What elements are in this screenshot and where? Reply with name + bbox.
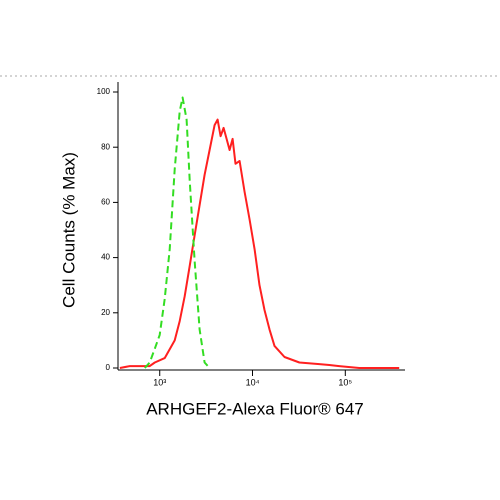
series-line [144,96,211,369]
y-tick-label: 20 [101,308,110,317]
y-tick-label: 100 [97,87,111,96]
series-line [119,118,400,369]
x-tick-label: 10⁴ [246,377,260,387]
x-axis-label: ARHGEF2-Alexa Fluor® 647 [146,399,364,418]
y-tick-label: 40 [101,253,110,262]
y-tick-label: 80 [101,142,110,151]
x-tick-label: 10⁵ [338,377,352,387]
y-axis-label: Cell Counts (% Max) [59,152,78,308]
y-tick-label: 60 [101,198,110,207]
y-tick-label: 0 [106,363,111,372]
x-tick-label: 10³ [153,377,166,387]
